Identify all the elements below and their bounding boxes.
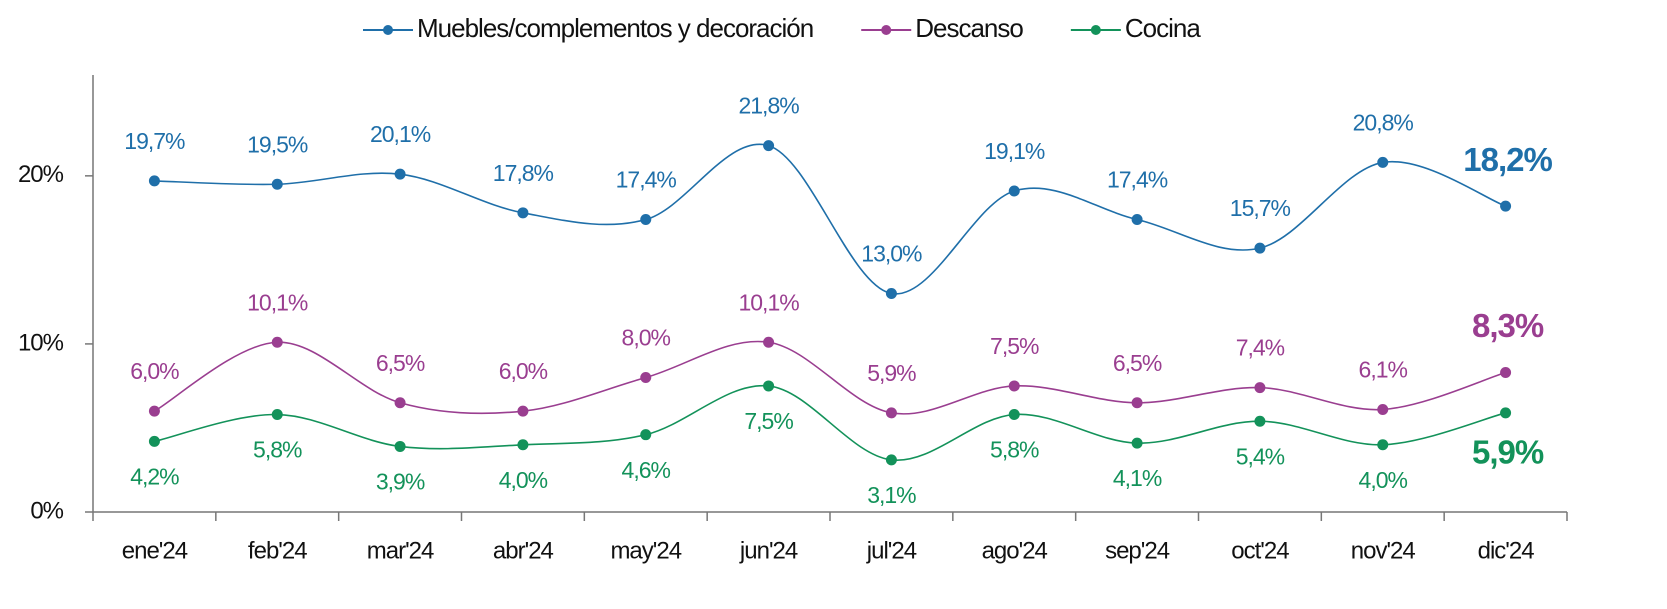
series-line: [154, 385, 1506, 461]
point: [1254, 415, 1266, 427]
value-label: 18,2%: [1463, 141, 1552, 178]
legend-marker: [1090, 25, 1101, 35]
point: [640, 372, 652, 384]
y-tick-label: 20%: [18, 161, 64, 188]
value-label: 10,1%: [738, 289, 799, 315]
x-tick-label: oct'24: [1231, 537, 1289, 564]
value-label: 6,5%: [376, 350, 425, 376]
point: [763, 140, 775, 152]
point: [1008, 409, 1020, 421]
legend-marker: [383, 25, 393, 35]
x-tick-label: jun'24: [739, 537, 798, 564]
point: [763, 336, 775, 348]
point: [1008, 185, 1020, 197]
x-tick-label: may'24: [610, 537, 681, 564]
value-label: 3,1%: [867, 482, 916, 508]
value-label: 3,9%: [376, 469, 425, 495]
legend-label: Cocina: [1125, 13, 1201, 43]
point: [1377, 156, 1389, 168]
value-label: 6,1%: [1359, 357, 1408, 383]
point: [885, 288, 897, 299]
value-label: 13,0%: [861, 241, 922, 267]
point: [148, 175, 160, 187]
point: [1131, 437, 1143, 449]
value-label: 5,9%: [1472, 434, 1544, 471]
value-label: 7,5%: [990, 333, 1039, 359]
legend-marker: [881, 25, 892, 35]
point: [271, 178, 283, 190]
legend-label: Descanso: [915, 13, 1023, 43]
point: [885, 454, 897, 466]
point: [640, 214, 652, 226]
x-tick-label: abr'24: [493, 537, 554, 564]
legend-label: Muebles/complementos y decoración: [417, 13, 813, 43]
x-tick-label: jul'24: [866, 537, 917, 564]
value-label: 4,0%: [499, 467, 548, 493]
value-label: 20,1%: [370, 121, 431, 147]
value-label: 6,5%: [1113, 350, 1162, 376]
point: [517, 405, 529, 417]
x-tick-label: ene'24: [122, 537, 188, 564]
value-label: 8,0%: [622, 325, 671, 351]
point: [1500, 200, 1512, 212]
point: [271, 336, 283, 348]
point: [394, 397, 406, 409]
value-label: 7,5%: [744, 408, 793, 434]
value-label: 4,2%: [130, 463, 179, 489]
point: [1377, 403, 1389, 415]
x-tick-label: nov'24: [1351, 537, 1416, 564]
value-label: 5,8%: [990, 437, 1039, 463]
point: [1008, 380, 1020, 392]
point: [148, 435, 160, 447]
value-label: 4,1%: [1113, 465, 1162, 491]
point: [1254, 382, 1266, 394]
point: [1500, 407, 1512, 419]
point: [271, 409, 283, 421]
point: [1131, 397, 1143, 409]
point: [394, 440, 406, 452]
point: [885, 407, 897, 419]
point: [394, 168, 406, 180]
point: [148, 405, 160, 417]
y-tick-label: 0%: [30, 497, 63, 524]
value-label: 19,1%: [984, 138, 1045, 164]
point: [1500, 366, 1512, 378]
value-label: 7,4%: [1236, 335, 1285, 361]
x-tick-label: feb'24: [248, 537, 307, 564]
value-label: 17,8%: [493, 160, 554, 186]
value-label: 6,0%: [499, 358, 548, 384]
value-label: 4,6%: [622, 457, 671, 483]
x-tick-label: mar'24: [367, 537, 434, 564]
x-tick-label: sep'24: [1105, 537, 1170, 564]
point: [1254, 242, 1266, 254]
value-label: 15,7%: [1230, 195, 1291, 221]
point: [763, 380, 775, 392]
point: [1131, 214, 1143, 226]
value-label: 17,4%: [616, 167, 677, 193]
value-label: 21,8%: [738, 93, 799, 119]
point: [517, 207, 529, 219]
value-label: 19,7%: [124, 128, 185, 154]
value-label: 5,8%: [253, 437, 302, 463]
value-label: 19,5%: [247, 131, 308, 157]
series-line: [154, 340, 1506, 415]
point: [517, 439, 529, 451]
point: [1377, 439, 1389, 451]
value-label: 20,8%: [1353, 109, 1414, 135]
value-label: 5,9%: [867, 360, 916, 386]
value-label: 6,0%: [130, 358, 179, 384]
point: [640, 429, 652, 441]
value-label: 17,4%: [1107, 167, 1168, 193]
series-line: [154, 143, 1506, 295]
value-label: 5,4%: [1236, 443, 1285, 469]
x-tick-label: dic'24: [1478, 537, 1535, 564]
value-label: 8,3%: [1472, 307, 1544, 344]
value-label: 4,0%: [1359, 467, 1408, 493]
x-tick-label: ago'24: [982, 537, 1048, 564]
value-label: 10,1%: [247, 289, 308, 315]
y-tick-label: 10%: [18, 329, 64, 356]
